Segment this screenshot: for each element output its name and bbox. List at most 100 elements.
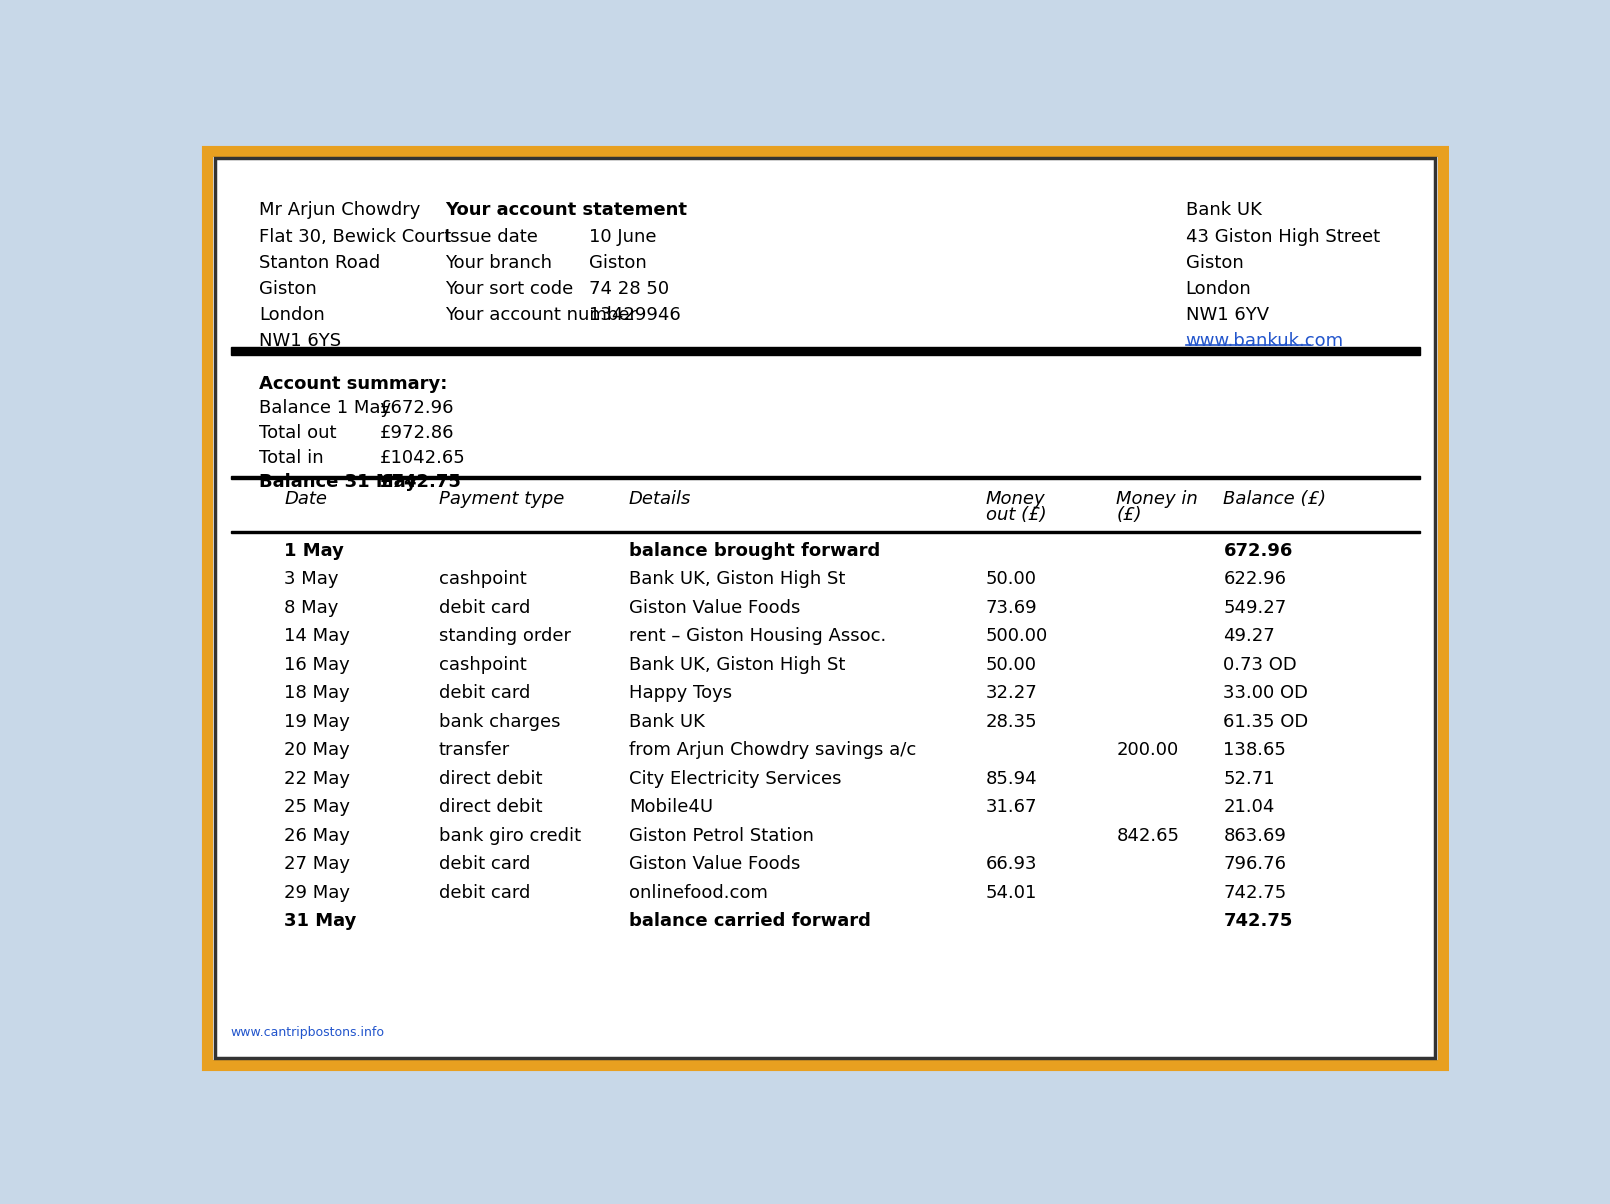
- Bar: [230, 347, 1420, 355]
- Text: 13429946: 13429946: [589, 306, 681, 324]
- Text: 49.27: 49.27: [1224, 627, 1275, 645]
- Text: debit card: debit card: [440, 884, 530, 902]
- Text: standing order: standing order: [440, 627, 572, 645]
- Text: Your sort code: Your sort code: [446, 281, 573, 299]
- Text: £742.75: £742.75: [380, 473, 462, 491]
- Text: Flat 30, Bewick Court: Flat 30, Bewick Court: [259, 228, 451, 246]
- Text: 33.00 OD: 33.00 OD: [1224, 684, 1309, 702]
- Text: 1 May: 1 May: [285, 542, 345, 560]
- Text: bank giro credit: bank giro credit: [440, 827, 581, 845]
- Text: Balance (£): Balance (£): [1224, 490, 1327, 508]
- Text: 8 May: 8 May: [285, 598, 338, 616]
- Text: www.bankuk.com: www.bankuk.com: [1185, 332, 1344, 350]
- Text: 73.69: 73.69: [985, 598, 1037, 616]
- Text: 21.04: 21.04: [1224, 798, 1275, 816]
- Text: 31 May: 31 May: [285, 913, 356, 931]
- Text: cashpoint: cashpoint: [440, 571, 526, 589]
- Text: Details: Details: [630, 490, 691, 508]
- Text: Payment type: Payment type: [440, 490, 564, 508]
- Text: 54.01: 54.01: [985, 884, 1037, 902]
- Text: Stanton Road: Stanton Road: [259, 254, 380, 272]
- Text: transfer: transfer: [440, 742, 510, 760]
- Text: bank charges: bank charges: [440, 713, 560, 731]
- Text: 50.00: 50.00: [985, 656, 1037, 674]
- Text: onlinefood.com: onlinefood.com: [630, 884, 768, 902]
- Text: debit card: debit card: [440, 684, 530, 702]
- Text: Money: Money: [985, 490, 1045, 508]
- Text: 500.00: 500.00: [985, 627, 1048, 645]
- Text: Your account statement: Your account statement: [446, 201, 687, 219]
- Text: Date: Date: [285, 490, 327, 508]
- Text: 863.69: 863.69: [1224, 827, 1286, 845]
- Text: 25 May: 25 May: [285, 798, 351, 816]
- Text: Bank UK: Bank UK: [1185, 201, 1261, 219]
- Text: 18 May: 18 May: [285, 684, 349, 702]
- Text: 796.76: 796.76: [1224, 855, 1286, 873]
- Text: London: London: [1185, 281, 1251, 299]
- FancyBboxPatch shape: [216, 159, 1435, 1057]
- Text: 0.73 OD: 0.73 OD: [1224, 656, 1298, 674]
- Text: £1042.65: £1042.65: [380, 449, 465, 467]
- FancyBboxPatch shape: [208, 150, 1443, 1066]
- Text: (£): (£): [1116, 506, 1141, 524]
- Text: 85.94: 85.94: [985, 769, 1037, 787]
- Text: Total in: Total in: [259, 449, 324, 467]
- Text: www.cantripbostons.info: www.cantripbostons.info: [230, 1026, 385, 1039]
- Text: balance brought forward: balance brought forward: [630, 542, 881, 560]
- Text: £672.96: £672.96: [380, 400, 454, 418]
- Text: 14 May: 14 May: [285, 627, 349, 645]
- Text: £972.86: £972.86: [380, 424, 454, 442]
- Text: 742.75: 742.75: [1224, 884, 1286, 902]
- Text: 20 May: 20 May: [285, 742, 349, 760]
- Text: 52.71: 52.71: [1224, 769, 1275, 787]
- Text: 842.65: 842.65: [1116, 827, 1180, 845]
- Text: Giston Value Foods: Giston Value Foods: [630, 855, 800, 873]
- Text: 74 28 50: 74 28 50: [589, 281, 668, 299]
- Text: Giston Value Foods: Giston Value Foods: [630, 598, 800, 616]
- Text: 66.93: 66.93: [985, 855, 1037, 873]
- Text: Bank UK, Giston High St: Bank UK, Giston High St: [630, 656, 845, 674]
- Text: Balance 31 May: Balance 31 May: [259, 473, 417, 491]
- Text: Total out: Total out: [259, 424, 336, 442]
- Text: balance carried forward: balance carried forward: [630, 913, 871, 931]
- Text: Giston: Giston: [1185, 254, 1243, 272]
- Text: direct debit: direct debit: [440, 769, 543, 787]
- Text: 61.35 OD: 61.35 OD: [1224, 713, 1309, 731]
- Text: Giston Petrol Station: Giston Petrol Station: [630, 827, 813, 845]
- Text: 19 May: 19 May: [285, 713, 349, 731]
- Text: Happy Toys: Happy Toys: [630, 684, 733, 702]
- Text: Giston: Giston: [259, 281, 317, 299]
- Text: Bank UK: Bank UK: [630, 713, 705, 731]
- Text: NW1 6YS: NW1 6YS: [259, 332, 341, 350]
- Text: 43 Giston High Street: 43 Giston High Street: [1185, 228, 1380, 246]
- Text: direct debit: direct debit: [440, 798, 543, 816]
- Text: NW1 6YV: NW1 6YV: [1185, 306, 1269, 324]
- Text: 32.27: 32.27: [985, 684, 1037, 702]
- Text: 26 May: 26 May: [285, 827, 349, 845]
- Text: Bank UK, Giston High St: Bank UK, Giston High St: [630, 571, 845, 589]
- Text: 138.65: 138.65: [1224, 742, 1286, 760]
- Text: 28.35: 28.35: [985, 713, 1037, 731]
- Text: out (£): out (£): [985, 506, 1046, 524]
- Text: debit card: debit card: [440, 598, 530, 616]
- Bar: [230, 531, 1420, 532]
- Text: 16 May: 16 May: [285, 656, 349, 674]
- Text: 549.27: 549.27: [1224, 598, 1286, 616]
- Text: rent – Giston Housing Assoc.: rent – Giston Housing Assoc.: [630, 627, 886, 645]
- Text: 3 May: 3 May: [285, 571, 338, 589]
- Text: 31.67: 31.67: [985, 798, 1037, 816]
- Text: 10 June: 10 June: [589, 228, 657, 246]
- Text: Issue date: Issue date: [446, 228, 538, 246]
- Text: 29 May: 29 May: [285, 884, 351, 902]
- Text: Giston: Giston: [589, 254, 647, 272]
- Text: 672.96: 672.96: [1224, 542, 1293, 560]
- Text: Mobile4U: Mobile4U: [630, 798, 713, 816]
- Text: 22 May: 22 May: [285, 769, 351, 787]
- Text: London: London: [259, 306, 325, 324]
- Text: 27 May: 27 May: [285, 855, 351, 873]
- Text: 50.00: 50.00: [985, 571, 1037, 589]
- Text: Account summary:: Account summary:: [259, 374, 448, 393]
- Text: 742.75: 742.75: [1224, 913, 1293, 931]
- Text: City Electricity Services: City Electricity Services: [630, 769, 842, 787]
- Text: 200.00: 200.00: [1116, 742, 1179, 760]
